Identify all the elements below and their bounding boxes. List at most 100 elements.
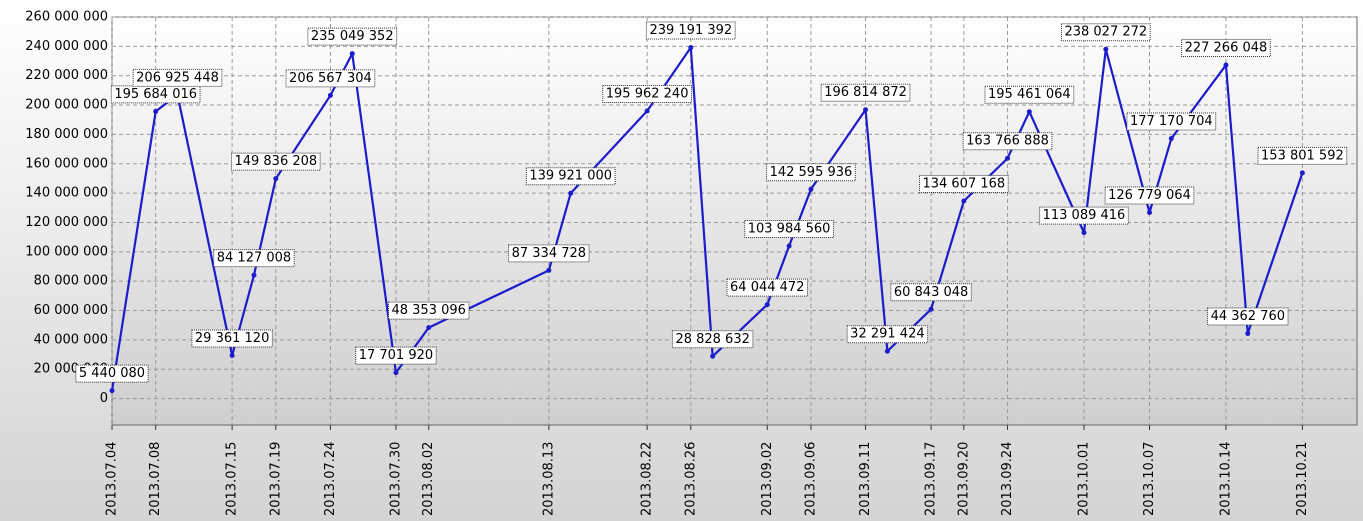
point: [393, 370, 399, 376]
data-label-group: 44 362 760: [1207, 307, 1289, 326]
data-label-group: 238 027 272: [1060, 23, 1151, 42]
data-label-box: [766, 163, 856, 182]
data-label: 126 779 064: [1108, 188, 1191, 203]
x-tick-label: 2013.09.20: [956, 442, 971, 516]
x-tick-label: 2013.10.21: [1295, 442, 1310, 516]
data-label-box: [744, 219, 834, 238]
data-label: 206 567 304: [289, 71, 372, 86]
x-tick-label: 2013.08.02: [421, 442, 436, 516]
data-label-box: [355, 346, 437, 365]
point: [928, 306, 934, 312]
data-label: 153 801 592: [1261, 148, 1344, 163]
data-label: 139 921 000: [529, 169, 612, 184]
data-label-group: 195 684 016: [110, 85, 201, 104]
y-tick-label: 120 000 000: [25, 215, 108, 230]
data-label-group: 163 766 888: [962, 132, 1053, 151]
data-label-group: 126 779 064: [1104, 186, 1195, 205]
data-label: 48 353 096: [391, 303, 465, 318]
y-tick-label: 40 000 000: [34, 332, 108, 347]
data-label-box: [307, 27, 398, 46]
data-label-box: [984, 85, 1075, 104]
data-label-group: 5 440 080: [75, 364, 149, 383]
x-tick-label: 2013.08.22: [640, 442, 655, 516]
data-label: 44 362 760: [1211, 309, 1285, 324]
point: [808, 186, 814, 192]
data-label-box: [890, 283, 972, 302]
data-label-group: 206 567 304: [285, 69, 376, 88]
point: [644, 108, 650, 114]
y-tick-label: 200 000 000: [25, 98, 108, 113]
data-label-box: [645, 21, 736, 40]
point: [1299, 170, 1305, 176]
point: [109, 388, 115, 394]
x-tick-label: 2013.07.08: [148, 442, 163, 516]
point: [1026, 109, 1032, 115]
data-label-box: [1104, 186, 1195, 205]
point: [251, 272, 257, 278]
point: [688, 45, 694, 51]
data-label: 195 962 240: [606, 86, 689, 101]
data-label-box: [1257, 146, 1348, 165]
data-label-group: 103 984 560: [744, 219, 834, 238]
data-label: 103 984 560: [748, 221, 831, 236]
point: [1103, 46, 1109, 52]
data-label-box: [1181, 39, 1271, 58]
x-tick-label: 2013.07.24: [323, 442, 338, 516]
data-label-box: [820, 83, 911, 102]
y-tick-label: 100 000 000: [25, 244, 108, 259]
x-tick-label: 2013.09.24: [1000, 442, 1015, 516]
y-tick-label: 80 000 000: [34, 274, 108, 289]
data-label-group: 48 353 096: [387, 301, 470, 320]
data-label: 29 361 120: [195, 331, 269, 346]
x-tick-label: 2013.07.30: [388, 442, 403, 516]
data-label-box: [846, 325, 929, 344]
data-label: 142 595 936: [770, 165, 853, 180]
data-label-box: [525, 167, 616, 186]
point: [961, 198, 967, 204]
data-label-group: 235 049 352: [307, 27, 398, 46]
x-tick-label: 2013.07.15: [225, 442, 240, 516]
data-label: 206 925 448: [136, 70, 219, 85]
data-label-group: 64 044 472: [726, 278, 808, 297]
data-label-group: 29 361 120: [191, 329, 273, 348]
data-label-group: 134 607 168: [918, 175, 1009, 194]
data-label-box: [1039, 206, 1129, 225]
data-label: 64 044 472: [730, 280, 804, 295]
point: [349, 51, 355, 57]
data-label: 235 049 352: [311, 29, 394, 44]
point: [884, 348, 890, 354]
data-label-group: 139 921 000: [525, 167, 616, 186]
data-label: 163 766 888: [966, 134, 1049, 149]
point: [1005, 155, 1011, 161]
data-label-group: 142 595 936: [766, 163, 856, 182]
y-tick-label: 240 000 000: [25, 39, 108, 54]
data-label: 32 291 424: [850, 327, 924, 342]
point: [710, 353, 716, 359]
y-tick-label: 180 000 000: [25, 127, 108, 142]
x-tick-label: 2013.09.11: [858, 442, 873, 516]
data-label-group: 113 089 416: [1039, 206, 1129, 225]
data-label: 195 684 016: [114, 87, 197, 102]
data-label: 238 027 272: [1064, 25, 1147, 40]
data-label-box: [918, 175, 1009, 194]
data-label-box: [230, 152, 321, 171]
point: [764, 302, 770, 308]
point: [1223, 62, 1229, 68]
y-tick-label: 160 000 000: [25, 156, 108, 171]
point: [568, 190, 574, 196]
x-tick-label: 2013.08.26: [683, 442, 698, 516]
data-label-box: [75, 364, 149, 383]
y-tick-label: 140 000 000: [25, 186, 108, 201]
point: [786, 243, 792, 249]
data-label-group: 195 962 240: [602, 84, 692, 103]
x-tick-label: 2013.07.19: [268, 442, 283, 516]
data-label: 87 334 728: [512, 246, 586, 261]
data-label-group: 32 291 424: [846, 325, 929, 344]
x-tick-label: 2013.09.06: [803, 442, 818, 516]
data-label-box: [1060, 23, 1151, 42]
data-label: 149 836 208: [234, 154, 317, 169]
data-label-box: [602, 84, 692, 103]
data-label: 196 814 872: [824, 85, 907, 100]
